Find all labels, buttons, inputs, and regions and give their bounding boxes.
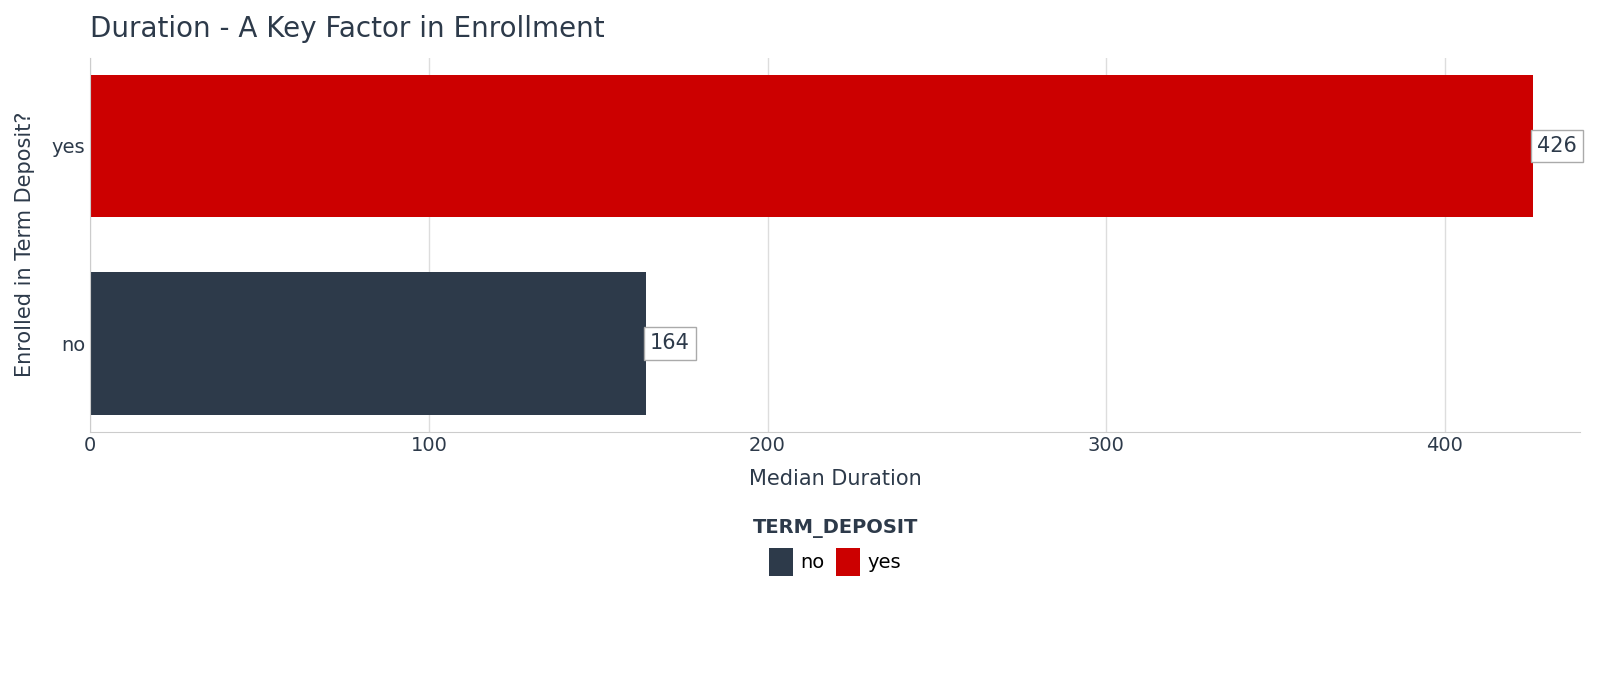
Legend: no, yes: no, yes	[742, 509, 928, 585]
X-axis label: Median Duration: Median Duration	[749, 469, 922, 489]
Text: 426: 426	[1538, 136, 1578, 156]
Y-axis label: Enrolled in Term Deposit?: Enrolled in Term Deposit?	[14, 112, 35, 377]
Text: Duration - A Key Factor in Enrollment: Duration - A Key Factor in Enrollment	[90, 15, 605, 43]
Text: 164: 164	[650, 333, 690, 354]
Bar	[90, 75, 1533, 217]
Bar	[90, 272, 646, 414]
